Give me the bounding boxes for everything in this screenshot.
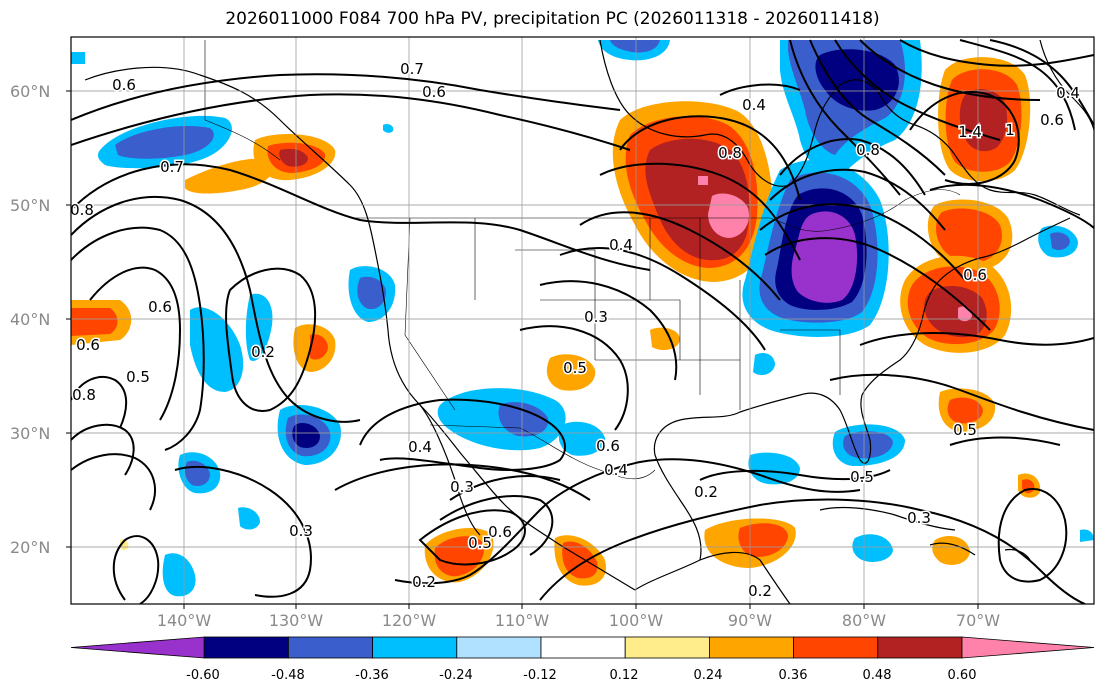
contour-label: 0.4	[609, 236, 633, 254]
colorbar-swatch	[287, 636, 373, 659]
contour-label: 0.2	[748, 582, 772, 600]
contour-label: 0.2	[251, 343, 275, 361]
pv-contours	[71, 39, 1094, 604]
colorbar-tick-label: -0.12	[523, 668, 557, 683]
contour-label: 0.5	[468, 534, 492, 552]
colorbar-swatch	[709, 636, 795, 659]
contour-label: 0.6	[963, 266, 987, 284]
contour-label: 0.6	[112, 76, 136, 94]
contour-label: 0.3	[289, 522, 313, 540]
lon-label-120w: 120°W	[381, 611, 437, 630]
contour-label: 0.6	[76, 336, 100, 354]
contour-label: 1.4	[958, 123, 982, 141]
contour-label: 0.8	[72, 386, 96, 404]
contour-label: 0.4	[742, 96, 766, 114]
lon-label-100w: 100°W	[608, 611, 664, 630]
contour-label: 0.5	[953, 421, 977, 439]
colorbar	[70, 636, 1095, 659]
lon-label-130w: 130°W	[268, 611, 324, 630]
lon-label-80w: 80°W	[841, 611, 887, 630]
colorbar-swatch	[624, 636, 710, 659]
map-title: 2026011000 F084 700 hPa PV, precipitatio…	[225, 9, 880, 29]
contour-label: 0.5	[126, 368, 150, 386]
lon-label-70w: 70°W	[955, 611, 1001, 630]
contour-label: 0.4	[604, 461, 628, 479]
contour-label: 0.8	[718, 144, 742, 162]
contour-label: 0.7	[400, 60, 424, 78]
colorbar-tick-label: -0.48	[271, 668, 305, 683]
contour-label: 0.5	[850, 468, 874, 486]
contour-label: 0.4	[408, 438, 432, 456]
contour-label: 0.3	[584, 308, 608, 326]
colorbar-tick-label: -0.24	[439, 668, 473, 683]
colorbar-swatch	[793, 636, 879, 659]
contour-label: 0.2	[694, 483, 718, 501]
contour-label: 0.6	[1040, 111, 1064, 129]
contour-label: 0.3	[907, 509, 931, 527]
colorbar-swatch	[540, 636, 626, 659]
colorbar-swatch	[372, 636, 458, 659]
lon-label-110w: 110°W	[494, 611, 550, 630]
colorbar-tick-label: 0.60	[947, 668, 977, 683]
contour-label: 0.5	[563, 359, 587, 377]
lat-label-50n: 50°N	[10, 196, 51, 215]
colorbar-swatch	[877, 636, 963, 659]
contour-label: 1	[1005, 121, 1015, 139]
lat-label-30n: 30°N	[10, 424, 51, 443]
tick-marks	[66, 90, 979, 609]
lat-label-60n: 60°N	[10, 82, 51, 101]
lat-label-40n: 40°N	[10, 310, 51, 329]
plot-frame	[70, 36, 1095, 605]
contour-labels: 0.60.70.60.40.80.70.80.60.50.60.80.20.40…	[70, 59, 1081, 602]
lon-label-90w: 90°W	[727, 611, 773, 630]
contour-label: 0.3	[450, 478, 474, 496]
colorbar-tick-label: 0.12	[609, 668, 639, 683]
contour-label: 0.8	[70, 201, 94, 219]
contour-label: 0.8	[856, 141, 880, 159]
contour-label: 0.4	[1056, 84, 1080, 102]
colorbar-swatch	[961, 636, 1095, 659]
lat-label-20n: 20°N	[10, 538, 51, 557]
contour-label: 0.7	[160, 158, 184, 176]
contour-label: 0.6	[422, 83, 446, 101]
contour-label: 0.6	[596, 437, 620, 455]
colorbar-swatch	[70, 636, 205, 659]
contour-label: 0.6	[148, 298, 172, 316]
colorbar-tick-label: 0.24	[693, 668, 723, 683]
contour-label: 0.2	[412, 573, 436, 591]
contour-label: 0.6	[488, 523, 512, 541]
colorbar-tick-label: 0.36	[778, 668, 808, 683]
colorbar-tick-label: 0.48	[862, 668, 892, 683]
colorbar-swatch	[203, 636, 289, 659]
colorbar-swatch	[456, 636, 542, 659]
colorbar-tick-label: -0.36	[355, 668, 389, 683]
lon-label-140w: 140°W	[156, 611, 212, 630]
gridlines	[71, 37, 1094, 604]
colorbar-tick-label: -0.60	[186, 668, 220, 683]
